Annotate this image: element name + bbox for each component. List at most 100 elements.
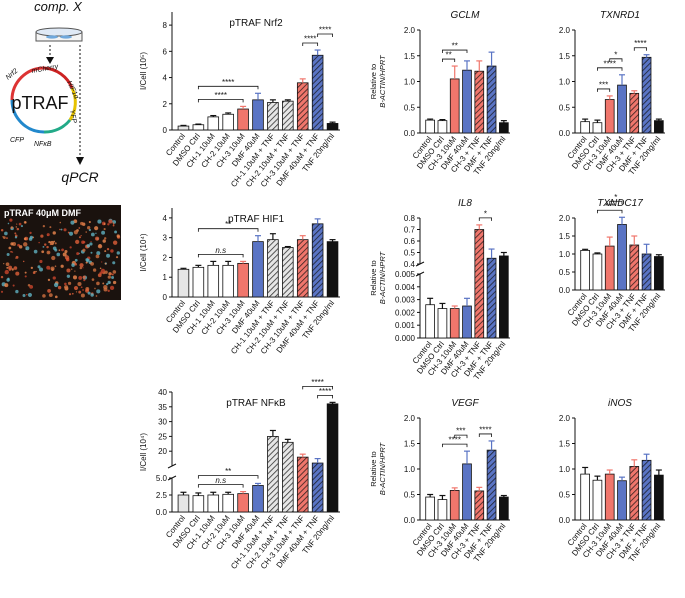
y-axis-label: Relative to [369, 260, 378, 295]
cell-dot [115, 256, 119, 259]
bar [207, 116, 220, 131]
bar [192, 495, 205, 513]
cell-dot [96, 281, 100, 286]
bar [617, 84, 627, 134]
bar-hatch [297, 82, 309, 130]
plasmid-arc [10, 99, 45, 134]
cell-dot [10, 226, 14, 229]
bar [580, 121, 590, 134]
cell-dot [6, 237, 8, 239]
axis-break [415, 271, 425, 277]
y-tick-label: 0.000 [395, 334, 416, 343]
cell-dot [0, 229, 4, 232]
y-tick-label: 0.0 [559, 516, 571, 525]
significance-bracket [317, 33, 333, 38]
cell-dot [111, 275, 115, 279]
cell-dot [51, 255, 56, 261]
cell-dot [59, 221, 62, 224]
cell-dot [7, 222, 10, 225]
element-label: mCherry [31, 63, 59, 75]
cell-dot [20, 225, 23, 228]
cell-dot [5, 262, 10, 267]
cell-dot [53, 240, 56, 243]
y-tick-label: 0.001 [395, 321, 416, 330]
significance-bracket [609, 200, 623, 205]
bar-hatch [297, 457, 309, 512]
significance-label: **** [222, 78, 234, 87]
cell-dot [0, 275, 4, 279]
y-tick-label: 2 [163, 100, 168, 109]
cell-dot [57, 285, 62, 290]
bar [252, 99, 264, 131]
cell-dot [60, 264, 64, 268]
cell-dot [29, 284, 34, 289]
cell-dot [103, 284, 108, 290]
significance-bracket [609, 58, 623, 62]
bar [499, 496, 509, 521]
cell-dot [68, 293, 72, 296]
cell-dot [64, 249, 68, 254]
bar [592, 122, 603, 134]
y-tick-label: 0 [163, 293, 168, 302]
cell-dot [64, 255, 70, 260]
cell-dot [56, 252, 61, 257]
cell-dot [109, 285, 115, 290]
cell-dot [52, 276, 56, 280]
bar [449, 78, 460, 134]
bar-hatch [642, 254, 651, 290]
bar-hatch [629, 245, 639, 290]
cell-dot [33, 270, 36, 273]
bar-hatch [642, 460, 651, 520]
y-axis-label: Relative to [369, 64, 378, 99]
cell-dot [85, 261, 88, 264]
cell-dot [54, 265, 57, 268]
bar [604, 99, 615, 134]
bar [207, 494, 220, 513]
cell-dot [95, 254, 100, 259]
significance-label: **** [319, 387, 331, 396]
cell-dot [38, 241, 40, 244]
cell-dot [82, 240, 86, 244]
cell-dot [6, 266, 9, 269]
cell-dot [106, 247, 110, 251]
cell-dot [39, 259, 43, 264]
cell-dot [54, 242, 57, 245]
cell-dot [52, 231, 56, 235]
significance-bracket [478, 433, 492, 437]
cell-dot [78, 236, 82, 239]
cell-dot [71, 268, 73, 270]
y-tick-label: 1.0 [404, 465, 416, 474]
cell-dot [73, 230, 78, 235]
bar-hatch [312, 463, 324, 512]
significance-bracket [197, 484, 244, 488]
cell-dot [60, 228, 63, 231]
significance-bracket [442, 49, 468, 54]
cell-dot [94, 226, 99, 231]
y-axis-label: I/Cell (10⁵) [139, 52, 148, 90]
cell-dot [103, 222, 106, 226]
significance-label: ** [225, 220, 231, 229]
cell-dot [50, 240, 55, 246]
cell-dot [74, 262, 78, 266]
bar [252, 485, 264, 513]
cell-dot [80, 235, 82, 237]
cell-dot [16, 227, 20, 231]
y-tick-label: 2.5 [156, 491, 168, 500]
cell-dot [87, 291, 91, 295]
bar [192, 266, 205, 298]
cell-dot [82, 289, 84, 291]
cell-dot [47, 278, 51, 282]
bar-hatch [629, 93, 639, 133]
bar [237, 108, 249, 131]
cell-dot [69, 231, 74, 236]
significance-bracket [454, 434, 468, 439]
cell-dot [10, 242, 14, 246]
y-axis-label: B-ACTIN/HPRT [378, 54, 387, 108]
y-tick-label: 6 [163, 47, 168, 56]
cell-dot [110, 249, 114, 253]
bar-hatch [474, 229, 484, 338]
bar [580, 249, 590, 291]
cell-dot [108, 219, 113, 224]
